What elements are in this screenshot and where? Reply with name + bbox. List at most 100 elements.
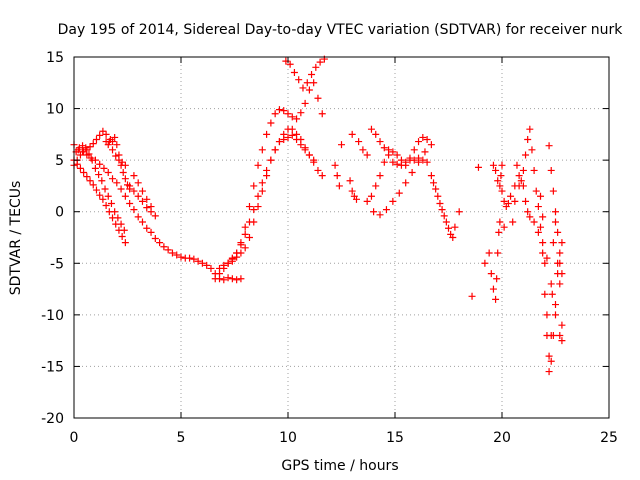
data-point-marker bbox=[393, 151, 401, 159]
x-tick-labels: 0 5 10 15 20 25 bbox=[70, 430, 618, 446]
data-point-marker bbox=[438, 206, 446, 214]
data-point-marker bbox=[280, 136, 288, 144]
data-point-marker bbox=[96, 160, 104, 168]
data-point-marker bbox=[310, 156, 318, 164]
data-point-marker bbox=[376, 211, 384, 219]
data-point-marker bbox=[395, 189, 403, 197]
data-point-marker bbox=[99, 195, 107, 203]
data-point-marker bbox=[556, 331, 564, 339]
data-point-marker bbox=[96, 131, 104, 139]
data-point-marker bbox=[402, 158, 410, 166]
data-point-marker bbox=[151, 235, 159, 243]
data-point-marker bbox=[80, 169, 88, 177]
data-point-marker bbox=[539, 239, 547, 247]
data-point-marker bbox=[558, 270, 566, 278]
data-point-marker bbox=[547, 166, 555, 174]
x-tick-label: 15 bbox=[386, 430, 404, 446]
data-point-marker bbox=[113, 141, 121, 149]
data-point-marker bbox=[493, 275, 501, 283]
data-point-marker bbox=[333, 172, 341, 180]
data-point-marker bbox=[363, 197, 371, 205]
y-axis-label: SDTVAR / TECUs bbox=[8, 181, 24, 296]
y-tick-label: 15 bbox=[46, 50, 64, 66]
data-point-marker bbox=[552, 218, 559, 226]
data-point-marker bbox=[241, 230, 249, 238]
data-point-marker bbox=[522, 151, 530, 159]
data-point-marker bbox=[543, 254, 551, 262]
data-point-marker bbox=[224, 274, 232, 282]
data-point-marker bbox=[114, 214, 122, 222]
data-point-marker bbox=[415, 158, 423, 166]
data-point-marker bbox=[539, 249, 547, 257]
data-point-marker bbox=[537, 223, 545, 231]
data-point-marker bbox=[547, 280, 555, 288]
data-point-marker bbox=[434, 192, 442, 200]
data-point-marker bbox=[96, 191, 104, 199]
data-point-marker bbox=[147, 208, 155, 216]
data-point-marker bbox=[389, 197, 397, 205]
data-point-marker bbox=[308, 71, 316, 79]
data-point-marker bbox=[134, 179, 142, 187]
data-point-marker bbox=[112, 152, 120, 160]
data-point-marker bbox=[316, 58, 324, 66]
data-point-marker bbox=[541, 290, 549, 298]
data-point-marker bbox=[376, 172, 384, 180]
data-point-marker bbox=[436, 199, 444, 207]
data-point-marker bbox=[233, 249, 241, 257]
data-point-marker bbox=[547, 357, 555, 365]
data-point-marker bbox=[254, 203, 262, 211]
x-tick-label: 5 bbox=[177, 430, 186, 446]
data-point-marker bbox=[258, 179, 266, 187]
data-point-marker bbox=[100, 164, 108, 172]
data-point-marker bbox=[370, 208, 378, 216]
data-point-marker bbox=[385, 151, 393, 159]
data-point-marker bbox=[228, 275, 236, 283]
data-point-marker bbox=[117, 185, 125, 193]
x-tick-label: 20 bbox=[493, 430, 511, 446]
data-point-marker bbox=[534, 228, 542, 236]
data-point-marker bbox=[134, 213, 142, 221]
x-tick-label: 0 bbox=[70, 430, 79, 446]
data-point-marker bbox=[504, 199, 512, 207]
data-point-marker bbox=[160, 243, 168, 251]
data-point-marker bbox=[474, 163, 482, 171]
data-point-marker bbox=[288, 113, 296, 121]
data-point-marker bbox=[280, 107, 288, 115]
data-point-marker bbox=[245, 203, 253, 211]
data-point-marker bbox=[348, 130, 356, 138]
data-point-marker bbox=[513, 161, 521, 169]
data-point-marker bbox=[126, 185, 134, 193]
data-point-marker bbox=[134, 192, 142, 200]
data-point-marker bbox=[263, 130, 271, 138]
data-point-marker bbox=[258, 146, 266, 154]
data-point-marker bbox=[423, 136, 431, 144]
data-point-marker bbox=[241, 223, 249, 231]
data-point-marker bbox=[549, 187, 557, 195]
data-point-marker bbox=[104, 141, 112, 149]
data-point-marker bbox=[111, 208, 119, 216]
data-point-marker bbox=[530, 218, 538, 226]
data-point-marker bbox=[220, 276, 228, 284]
data-point-marker bbox=[138, 218, 146, 226]
data-point-marker bbox=[173, 251, 181, 259]
data-point-marker bbox=[496, 218, 504, 226]
data-point-marker bbox=[203, 261, 211, 269]
data-point-marker bbox=[363, 151, 371, 159]
series-track-n bbox=[468, 161, 508, 303]
data-point-marker bbox=[267, 156, 275, 164]
y-tick-label: -15 bbox=[41, 359, 64, 375]
data-point-marker bbox=[507, 192, 515, 200]
data-point-marker bbox=[121, 239, 129, 247]
data-point-marker bbox=[305, 86, 313, 94]
data-point-marker bbox=[147, 228, 155, 236]
data-point-marker bbox=[556, 259, 564, 267]
data-point-marker bbox=[113, 179, 121, 187]
data-point-marker bbox=[496, 182, 504, 190]
data-point-marker bbox=[303, 79, 311, 87]
series-track-q bbox=[526, 213, 566, 339]
data-point-marker bbox=[130, 187, 138, 195]
data-point-marker bbox=[295, 76, 303, 84]
data-point-marker bbox=[297, 141, 305, 149]
data-point-marker bbox=[442, 218, 450, 226]
data-point-marker bbox=[121, 192, 129, 200]
